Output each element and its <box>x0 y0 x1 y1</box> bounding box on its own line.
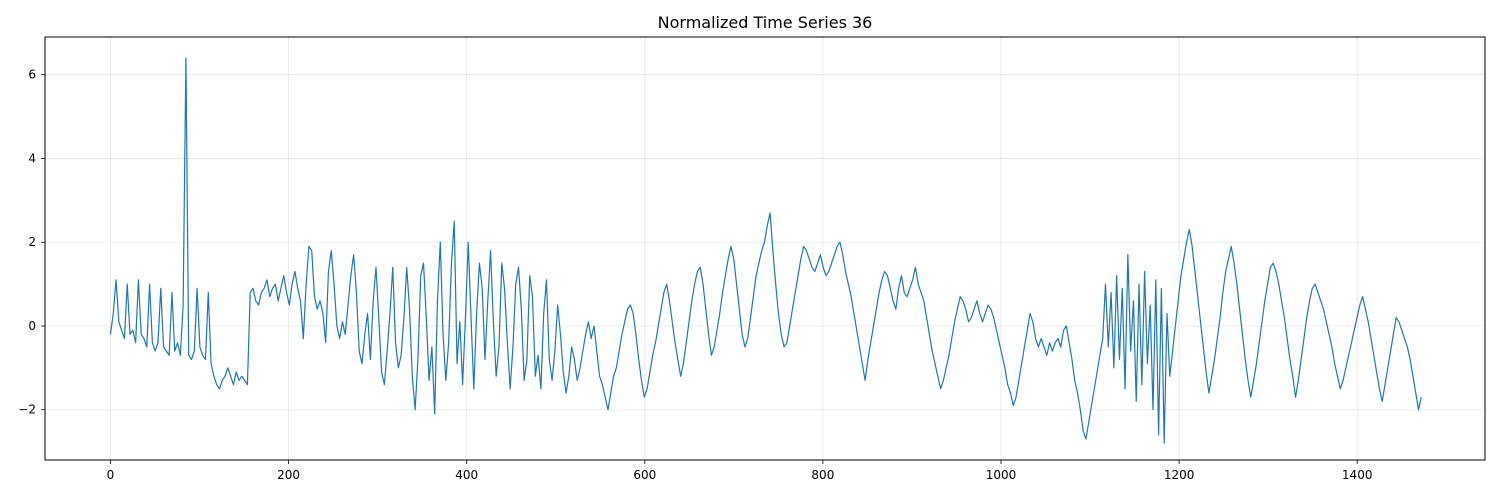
x-tick-label: 600 <box>633 468 656 482</box>
x-tick-label: 1000 <box>986 468 1017 482</box>
y-tick-label: 4 <box>28 151 36 165</box>
x-tick-label: 1200 <box>1164 468 1195 482</box>
x-tick-label: 400 <box>455 468 478 482</box>
x-tick-label: 800 <box>811 468 834 482</box>
chart-title: Normalized Time Series 36 <box>658 13 873 32</box>
y-tick-label: 6 <box>28 68 36 82</box>
y-tick-label: −2 <box>18 403 36 417</box>
y-tick-label: 2 <box>28 235 36 249</box>
series-layer <box>109 57 1422 444</box>
axis-layer: 0 200 400 600 800 1000 1200 1400 −2 0 2 4 6 <box>18 68 1372 482</box>
y-tick-label: 0 <box>28 319 36 333</box>
plot-frame <box>44 36 1486 461</box>
x-tick-label: 0 <box>107 468 115 482</box>
series-line <box>109 57 1422 444</box>
x-tick-label: 1400 <box>1342 468 1373 482</box>
x-tick-label: 200 <box>277 468 300 482</box>
